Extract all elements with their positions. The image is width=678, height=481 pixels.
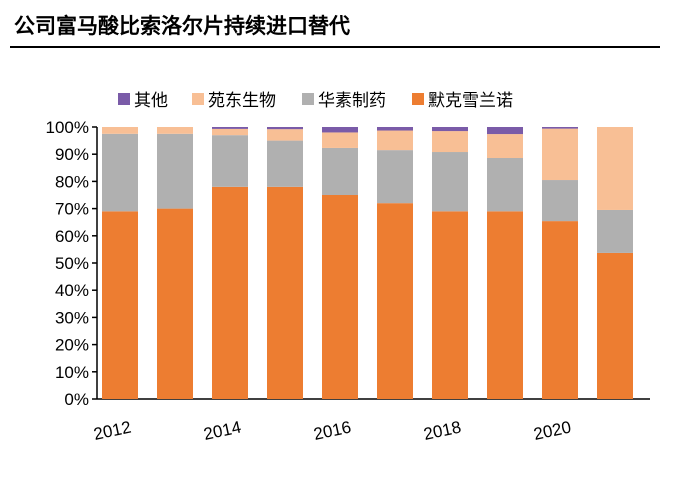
bar-segment <box>542 127 578 129</box>
bar-segment <box>542 180 578 222</box>
legend-label: 默克雪兰诺 <box>428 91 513 110</box>
bar-segment <box>597 127 633 210</box>
bar-segment <box>487 134 523 159</box>
bar-segment <box>432 127 468 132</box>
bar-segment <box>487 211 523 399</box>
bar-segment <box>377 130 413 151</box>
y-tick-label: 90% <box>55 145 89 164</box>
bar-segment <box>542 128 578 181</box>
bar-segment <box>597 209 633 253</box>
y-tick-label: 70% <box>55 200 89 219</box>
bar-segment <box>157 127 193 134</box>
bar-segment <box>432 211 468 399</box>
y-tick-label: 80% <box>55 172 89 191</box>
bar-segment <box>487 158 523 212</box>
bar-segment <box>267 186 303 399</box>
bar-segment <box>267 127 303 130</box>
bar-segment <box>432 131 468 153</box>
y-tick-label: 20% <box>55 336 89 355</box>
chart-title: 公司富马酸比索洛尔片持续进口替代 <box>14 14 350 38</box>
bar-segment <box>487 127 523 135</box>
legend-swatch <box>118 93 130 105</box>
legend-swatch <box>302 93 314 105</box>
bar-segment <box>322 132 358 148</box>
bar-segment <box>377 127 413 131</box>
bar-segment <box>377 150 413 204</box>
bar-segment <box>267 129 303 141</box>
y-tick-label: 30% <box>55 308 89 327</box>
y-tick-label: 50% <box>55 254 89 273</box>
bar-segment <box>542 221 578 399</box>
bar-segment <box>212 186 248 399</box>
bar-segment <box>432 152 468 212</box>
x-tick-label: 2018 <box>422 417 463 443</box>
bar-segment <box>322 195 358 399</box>
y-tick-label: 100% <box>46 118 89 137</box>
y-tick-label: 0% <box>64 390 89 409</box>
bar-segment <box>212 135 248 187</box>
legend-swatch <box>192 93 204 105</box>
bar-segment <box>212 127 248 129</box>
bar-segment <box>322 127 358 133</box>
legend-swatch <box>412 93 424 105</box>
x-tick-label: 2016 <box>312 417 353 443</box>
bar-segment <box>102 211 138 399</box>
title-divider <box>10 46 660 48</box>
bar-segment <box>267 140 303 187</box>
legend-label: 苑东生物 <box>208 91 276 110</box>
x-tick-label: 2014 <box>202 417 243 443</box>
x-tick-label: 2020 <box>532 417 573 443</box>
bar-segment <box>102 127 138 134</box>
bar-segment <box>157 133 193 209</box>
y-tick-label: 60% <box>55 227 89 246</box>
y-tick-label: 40% <box>55 281 89 300</box>
y-tick-label: 10% <box>55 363 89 382</box>
bar-segment <box>377 203 413 399</box>
x-tick-label: 2012 <box>92 417 133 443</box>
bar-segment <box>157 208 193 399</box>
legend-label: 其他 <box>134 91 168 110</box>
legend-label: 华素制药 <box>318 91 386 110</box>
bar-segment <box>102 133 138 212</box>
bar-segment <box>212 128 248 136</box>
bar-segment <box>597 252 633 399</box>
bar-segment <box>322 147 358 195</box>
